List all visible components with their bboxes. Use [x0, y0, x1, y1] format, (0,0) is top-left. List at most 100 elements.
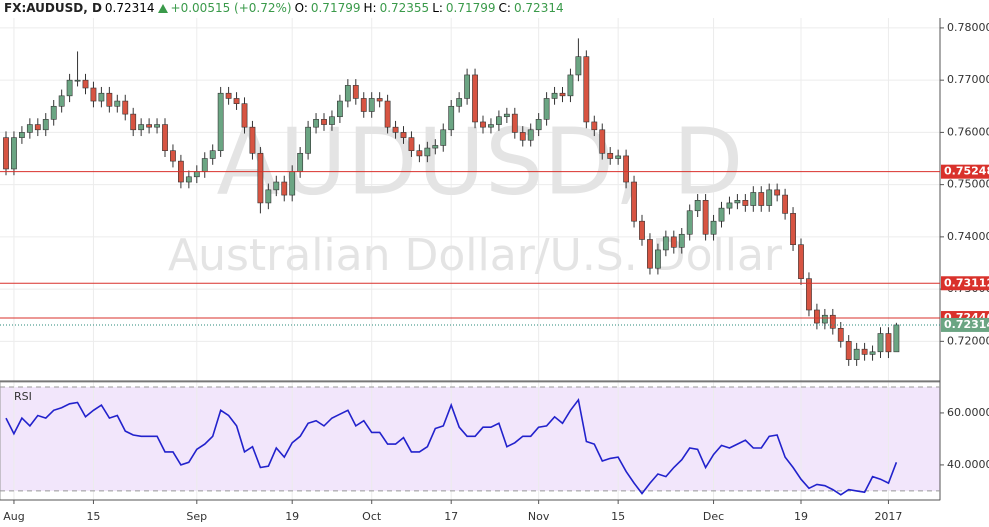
candle-body [575, 56, 582, 76]
candle-body [750, 192, 757, 206]
indicator-name: RSI [14, 390, 32, 403]
candle-body [297, 152, 304, 172]
high-label: H: [363, 1, 377, 15]
candle-body [877, 333, 884, 353]
candle-body [718, 207, 725, 222]
candle-body [615, 155, 622, 159]
up-arrow [157, 4, 168, 13]
candle-body [535, 119, 542, 131]
candle-body [806, 278, 812, 311]
candle-body [694, 200, 701, 212]
candle-body [114, 100, 121, 107]
y-tick-label: 60.0000 [947, 406, 989, 419]
watermark-symbol: AUDUSD, D [216, 108, 743, 215]
candle-body [647, 239, 653, 269]
candle-body [344, 85, 351, 102]
candle-body [34, 124, 41, 131]
candle-body [869, 351, 876, 355]
candle-body [519, 132, 526, 141]
candle-body [130, 113, 137, 131]
candle-body [551, 92, 558, 99]
candle-body [289, 171, 296, 196]
candle-body [18, 132, 25, 138]
y-tick-label: 0.75000 [947, 178, 989, 191]
candle-body [281, 181, 288, 196]
watermark-name: Australian Dollar/U.S. Dollar [168, 230, 783, 281]
candle-body [440, 129, 447, 146]
level-tag [941, 276, 989, 291]
candle-body [400, 132, 407, 138]
candle-body [329, 116, 335, 125]
candle-body [217, 92, 224, 151]
last-price-tag [941, 317, 989, 332]
rsi-band [0, 386, 940, 491]
candle-body [201, 158, 208, 172]
candle-body [3, 137, 9, 170]
candle-body [185, 176, 192, 183]
candle-body [591, 121, 598, 131]
x-tick-label: 19 [285, 510, 299, 523]
candle-body [162, 124, 168, 151]
x-tick-label: Dec [703, 510, 724, 523]
y-tick-label: 40.0000 [947, 458, 989, 471]
candle-body [209, 150, 216, 159]
candle-body [758, 192, 765, 206]
candle-body [798, 244, 804, 279]
candle-body [734, 200, 741, 204]
candle-body [885, 333, 892, 353]
candle-body [193, 171, 200, 178]
candle-body [654, 249, 661, 269]
candle-body [790, 213, 796, 246]
candle-body [702, 200, 709, 235]
symbol: FX:AUDUSD, D [4, 1, 102, 15]
y-tick-label: 0.78000 [947, 21, 989, 34]
candle-body [11, 137, 17, 170]
candle-body [241, 103, 248, 128]
candle-body [845, 341, 852, 360]
candle-body [662, 236, 669, 251]
candle-body [66, 79, 73, 97]
candle-body [861, 348, 868, 355]
candle-body [352, 85, 359, 99]
candle-body [313, 119, 319, 128]
candle-body [559, 92, 566, 97]
candle-body [464, 74, 470, 99]
candle-body [170, 150, 176, 162]
candle-body [511, 113, 518, 133]
candle-body [42, 119, 49, 131]
candle-body [726, 202, 733, 209]
y-tick-label: 0.74000 [947, 230, 989, 243]
x-tick-label: Nov [528, 510, 550, 523]
change: +0.00515 (+0.72%) [170, 1, 292, 15]
candle-body [249, 126, 256, 154]
candle-body [225, 92, 232, 99]
x-tick-label: 2017 [874, 510, 902, 523]
candle-body [639, 220, 645, 240]
high: 0.72355 [379, 1, 430, 15]
level-label: 0.75248 [944, 165, 989, 178]
x-tick-label: 15 [86, 510, 100, 523]
candle-body [376, 98, 383, 102]
candle-body [503, 113, 510, 118]
candle-body [472, 74, 478, 123]
candle-body [631, 181, 637, 222]
candle-body [98, 92, 105, 102]
candle-body [146, 124, 152, 128]
candle-body [480, 121, 486, 128]
candle-body [106, 92, 113, 107]
candle-body [670, 236, 677, 248]
candle-body [233, 98, 240, 104]
candle-body [50, 105, 57, 120]
candle-body [360, 98, 367, 112]
candle-body [392, 126, 399, 133]
candle-body [416, 150, 423, 157]
candle-body [82, 79, 89, 89]
candle-body [742, 200, 749, 206]
candle-body [495, 116, 502, 125]
level-tag [941, 164, 989, 179]
candle-body [74, 79, 81, 82]
candle-body [488, 124, 494, 128]
candle-body [583, 56, 590, 123]
candle-body [686, 210, 693, 235]
price: 0.72314 [104, 1, 155, 15]
